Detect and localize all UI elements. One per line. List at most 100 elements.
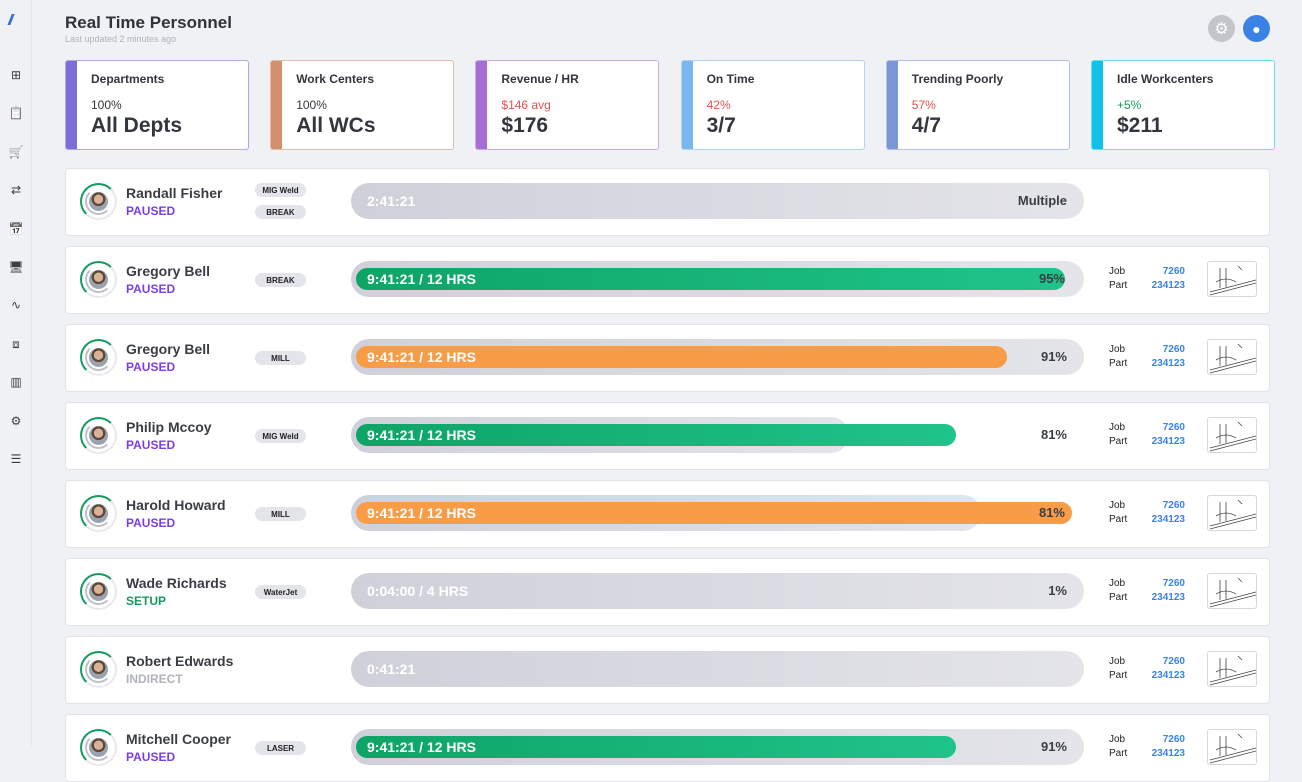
personnel-row[interactable]: Gregory Bell PAUSED BREAK 9:41:21 / 12 H… (65, 246, 1270, 314)
sidebar-item-calendar[interactable]: 📅 (6, 219, 26, 239)
card-label: Revenue / HR (501, 72, 579, 86)
part-drawing-thumbnail[interactable] (1207, 651, 1257, 687)
sidebar-item-boxes[interactable]: ⧈ (6, 334, 26, 354)
work-tag: MILL (255, 507, 306, 521)
job-number-link[interactable]: 7260 (1162, 266, 1185, 277)
personnel-row[interactable]: Randall Fisher PAUSED MIG Weld BREAK 2:41… (65, 168, 1270, 236)
work-tag: BREAK (255, 205, 306, 219)
job-label: Job (1109, 578, 1126, 589)
elapsed-time: 9:41:21 / 12 HRS (367, 505, 476, 521)
person-name: Harold Howard (126, 497, 226, 513)
sidebar-item-transfer[interactable]: ⇄ (6, 180, 26, 200)
progress-fill (356, 346, 1007, 368)
part-drawing-thumbnail[interactable] (1207, 495, 1257, 531)
settings-button[interactable]: ⚙ (1208, 15, 1235, 42)
stat-card-idle-workcenters[interactable]: Idle Workcenters +5% $211 (1091, 60, 1275, 150)
part-drawing-thumbnail[interactable] (1207, 339, 1257, 375)
elapsed-time: 9:41:21 / 12 HRS (367, 349, 476, 365)
settings-icon: ⚙ (10, 414, 22, 428)
job-label: Job (1109, 656, 1126, 667)
work-tag: LASER (255, 741, 306, 755)
sidebar-item-bar-chart[interactable]: ▥ (6, 372, 26, 392)
sidebar-item-pulse[interactable]: ∿ (6, 295, 26, 315)
page-title: Real Time Personnel (65, 13, 232, 32)
job-number-link[interactable]: 7260 (1162, 656, 1185, 667)
part-number-link[interactable]: 234123 (1151, 670, 1185, 681)
job-number-link[interactable]: 7260 (1162, 734, 1185, 745)
part-label: Part (1109, 358, 1128, 369)
sidebar-item-clipboard[interactable]: 📋 (6, 103, 26, 123)
card-accent (681, 61, 693, 149)
progress-track (351, 573, 1084, 609)
sidebar-item-dashboard[interactable]: ⊞ (6, 65, 26, 85)
part-label: Part (1109, 280, 1128, 291)
sidebar-item-cart[interactable]: 🛒 (6, 142, 26, 162)
progress-percent: 81% (1040, 427, 1067, 442)
personnel-row[interactable]: Harold Howard PAUSED MILL 9:41:21 / 12 H… (65, 480, 1270, 548)
card-subvalue: $146 avg (501, 98, 551, 112)
card-subvalue: 42% (706, 98, 731, 112)
sidebar: // ⊞ 📋 🛒 ⇄ 📅 🖥 ∿ ⧈ ▥ ⚙ ☰ (0, 0, 32, 746)
transfer-icon: ⇄ (10, 183, 22, 197)
progress-percent: 91% (1040, 739, 1067, 754)
part-label: Part (1109, 670, 1128, 681)
progress-fill (356, 502, 1072, 524)
status-badge: PAUSED (126, 438, 176, 452)
cart-icon: 🛒 (8, 145, 24, 159)
stat-card-departments[interactable]: Departments 100% All Depts (65, 60, 249, 150)
last-updated: Last updated 2 minutes ago (65, 34, 177, 44)
part-label: Part (1109, 436, 1128, 447)
stat-card-work-centers[interactable]: Work Centers 100% All WCs (270, 60, 455, 150)
card-accent (1092, 61, 1103, 149)
part-drawing-thumbnail[interactable] (1207, 573, 1257, 609)
logo[interactable]: // (8, 12, 14, 29)
job-label: Job (1109, 344, 1126, 355)
stat-card-on-time[interactable]: On Time 42% 3/7 (680, 60, 865, 150)
status-badge: INDIRECT (126, 672, 183, 686)
drawing-image (1209, 421, 1256, 452)
personnel-row[interactable]: Gregory Bell PAUSED MILL 9:41:21 / 12 HR… (65, 324, 1270, 392)
user-avatar-button[interactable]: ● (1243, 15, 1270, 42)
person-name: Philip Mccoy (126, 419, 212, 435)
part-number-link[interactable]: 234123 (1151, 358, 1185, 369)
job-number-link[interactable]: 7260 (1162, 500, 1185, 511)
card-subvalue: 57% (911, 98, 936, 112)
part-drawing-thumbnail[interactable] (1207, 729, 1257, 765)
drawing-image (1209, 343, 1256, 374)
avatar (80, 729, 117, 766)
personnel-row[interactable]: Wade Richards SETUP WaterJet 0:04:00 / 4… (65, 558, 1270, 626)
part-number-link[interactable]: 234123 (1151, 592, 1185, 603)
stat-card-trending-poorly[interactable]: Trending Poorly 57% 4/7 (885, 60, 1070, 150)
job-number-link[interactable]: 7260 (1162, 578, 1185, 589)
server-icon: ☰ (10, 452, 22, 466)
drawing-image (1209, 655, 1256, 686)
dashboard-icon: ⊞ (10, 68, 22, 82)
progress-fill (356, 268, 1065, 290)
personnel-row[interactable]: Robert Edwards INDIRECT 0:41:21 Job Part… (65, 636, 1270, 704)
part-number-link[interactable]: 234123 (1151, 436, 1185, 447)
person-name: Gregory Bell (126, 341, 211, 357)
job-number-link[interactable]: 7260 (1162, 344, 1185, 355)
part-number-link[interactable]: 234123 (1151, 748, 1185, 759)
stat-card-revenue-hr[interactable]: Revenue / HR $146 avg $176 (475, 60, 660, 150)
card-accent (271, 61, 283, 149)
job-number-link[interactable]: 7260 (1162, 422, 1185, 433)
status-badge: PAUSED (126, 360, 176, 374)
progress-percent: 95% (1038, 271, 1065, 286)
sidebar-item-server[interactable]: ☰ (6, 449, 26, 469)
part-drawing-thumbnail[interactable] (1207, 261, 1257, 297)
elapsed-time: 9:41:21 / 12 HRS (367, 271, 476, 287)
sidebar-item-settings[interactable]: ⚙ (6, 411, 26, 431)
personnel-row[interactable]: Mitchell Cooper PAUSED LASER 9:41:21 / 1… (65, 714, 1270, 782)
part-number-link[interactable]: 234123 (1151, 280, 1185, 291)
part-drawing-thumbnail[interactable] (1207, 417, 1257, 453)
part-number-link[interactable]: 234123 (1151, 514, 1185, 525)
part-label: Part (1109, 592, 1128, 603)
user-icon: ● (1252, 20, 1261, 37)
part-label: Part (1109, 514, 1128, 525)
card-value: 4/7 (911, 114, 941, 137)
avatar (80, 183, 117, 220)
sidebar-item-workstation[interactable]: 🖥 (6, 257, 26, 277)
personnel-row[interactable]: Philip Mccoy PAUSED MIG Weld 9:41:21 / 1… (65, 402, 1270, 470)
card-subvalue: 100% (296, 98, 327, 112)
